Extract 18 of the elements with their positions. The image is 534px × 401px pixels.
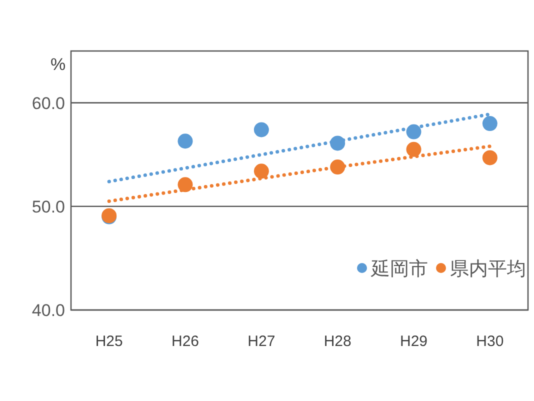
y-axis-title: % xyxy=(50,55,66,74)
point xyxy=(406,142,422,157)
legend-label: 延岡市 xyxy=(370,258,428,280)
x-tick-label: H30 xyxy=(476,333,504,350)
point xyxy=(254,122,269,138)
y-tick-label: 40.0 xyxy=(32,301,65,320)
x-tick-label: H25 xyxy=(95,333,123,350)
point xyxy=(482,116,498,132)
x-tick-label: H27 xyxy=(248,333,276,350)
point xyxy=(178,134,193,149)
point xyxy=(254,164,269,179)
point xyxy=(482,150,498,166)
x-tick-label: H29 xyxy=(400,333,428,350)
y-tick-label: 60.0 xyxy=(32,94,65,113)
x-tick-label: H28 xyxy=(324,333,352,350)
y-tick-label: 50.0 xyxy=(32,197,65,216)
x-tick-label: H26 xyxy=(171,333,200,350)
legend-label: 県内平均 xyxy=(450,259,526,280)
